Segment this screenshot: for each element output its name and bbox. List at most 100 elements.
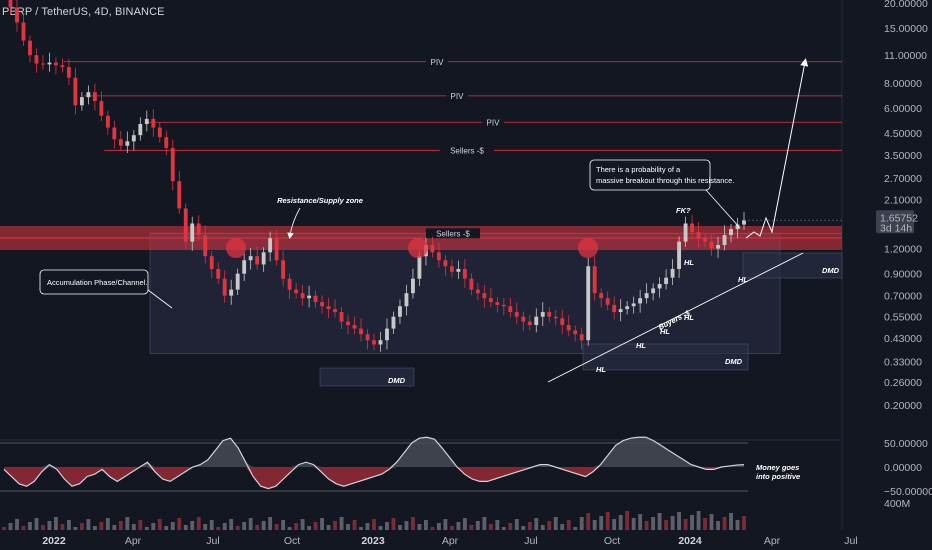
candle-body (664, 277, 669, 284)
candle-body (242, 260, 247, 274)
volume-bar (118, 521, 123, 530)
candle-body (456, 268, 461, 272)
volume-bar (553, 517, 558, 530)
volume-bar (79, 523, 84, 530)
candle-body (157, 127, 162, 138)
price-tick-label: 20.00000 (884, 0, 928, 10)
volume-bar (378, 526, 383, 530)
chart-header: PERP / TetherUS, 4D, BINANCE (2, 6, 165, 18)
price-tick-label: 0.20000 (884, 400, 922, 412)
candle-body (521, 316, 526, 322)
price-tick-label: 0.70000 (884, 291, 922, 303)
volume-bar (216, 527, 221, 530)
candle-body (28, 40, 32, 56)
sellers-touch-marker (226, 238, 246, 258)
breakout-callout (589, 159, 711, 191)
price-tag-countdown: 3d 14h (880, 222, 912, 234)
candle-body (482, 293, 487, 299)
volume-bar (60, 524, 65, 530)
volume-bar (560, 524, 565, 530)
dmd-label: DMD (822, 266, 840, 275)
volume-bar (86, 519, 91, 530)
time-tick-label: Oct (604, 535, 620, 547)
candle-body (475, 289, 480, 294)
time-tick-label: 2023 (361, 535, 385, 547)
candle-body (488, 298, 493, 303)
time-tick-label: Apr (764, 535, 781, 547)
volume-bar (131, 524, 136, 530)
volume-bar (690, 515, 695, 530)
volume-bar (683, 519, 688, 530)
time-tick-label: Oct (284, 535, 300, 547)
level-label-bg (426, 56, 448, 67)
levels: PIV PIV PIV Sellers -$ Sellers -$ (64, 56, 842, 239)
candle-body (709, 241, 714, 249)
candle-body (742, 220, 746, 225)
volume-bar (359, 527, 363, 530)
resistance-label: Resistance/Supply zone (277, 196, 363, 205)
volume-bar (21, 526, 26, 530)
candle-body (8, 0, 13, 8)
volume-bar (281, 520, 286, 530)
candle-body (359, 328, 363, 335)
volume-bar (157, 519, 162, 530)
candle-body (644, 293, 649, 299)
volume-bar (527, 522, 532, 530)
candle-body (60, 65, 65, 68)
candle-body (625, 306, 630, 310)
volume-bar (47, 521, 52, 530)
volume-bar (625, 511, 630, 530)
callout-pointer (705, 189, 741, 229)
volume-bar (449, 526, 454, 530)
volume-bar (53, 517, 58, 530)
volume-bar (255, 525, 260, 530)
volume-bar (92, 526, 97, 530)
volume-bar (540, 525, 545, 530)
level-label: Sellers -$ (450, 146, 484, 155)
candle-body (592, 266, 597, 294)
price-axis[interactable]: 20.00000 15.00000 11.00000 8.00000 6.00000 4.… (744, 0, 928, 412)
candle-body (261, 252, 266, 265)
candle-body (683, 223, 688, 242)
candle-body (203, 235, 208, 257)
time-axis[interactable]: 2022 Apr Jul Oct 2023 Apr Jul Oct 2024 Apr Jul (42, 535, 857, 547)
volume-bar (177, 518, 182, 530)
volume-bar (657, 513, 662, 530)
level-label: PIV (431, 58, 445, 67)
dmd-zone (742, 252, 843, 279)
volume-bar (333, 521, 337, 530)
price-tag-value: 1.65752 (880, 212, 918, 224)
candle-body (352, 325, 357, 329)
candle-body (527, 321, 532, 326)
volume-bar (566, 520, 571, 530)
volume-bar (592, 520, 597, 530)
volume-bar (372, 519, 376, 530)
volume-bar (261, 521, 266, 530)
candle-body (449, 266, 454, 272)
volume-bar (677, 512, 682, 530)
price-tick-label: 0.90000 (884, 269, 922, 281)
candle-body (222, 278, 227, 296)
volume-bar (404, 521, 409, 530)
candle-body (378, 340, 383, 345)
time-tick-label: 2024 (678, 535, 702, 547)
dmd-label: DMD (725, 357, 743, 366)
volume-bar (716, 521, 720, 530)
level-label-bg (440, 145, 494, 156)
candle-body (248, 256, 253, 261)
volume-bar (99, 522, 104, 530)
volume-bar (138, 520, 143, 530)
level-label-bg (446, 90, 468, 101)
osc-positive-area (4, 437, 744, 467)
volume-tick-label: 400M (884, 498, 910, 510)
volume-bar (443, 519, 448, 530)
candle-body (495, 302, 500, 305)
zones (0, 226, 843, 387)
candle-body (235, 273, 240, 290)
candle-body (618, 309, 623, 313)
candle-body (320, 302, 325, 307)
price-tick-label: 8.00000 (884, 78, 922, 90)
candle-body (411, 278, 415, 294)
volume-bar (612, 519, 617, 530)
